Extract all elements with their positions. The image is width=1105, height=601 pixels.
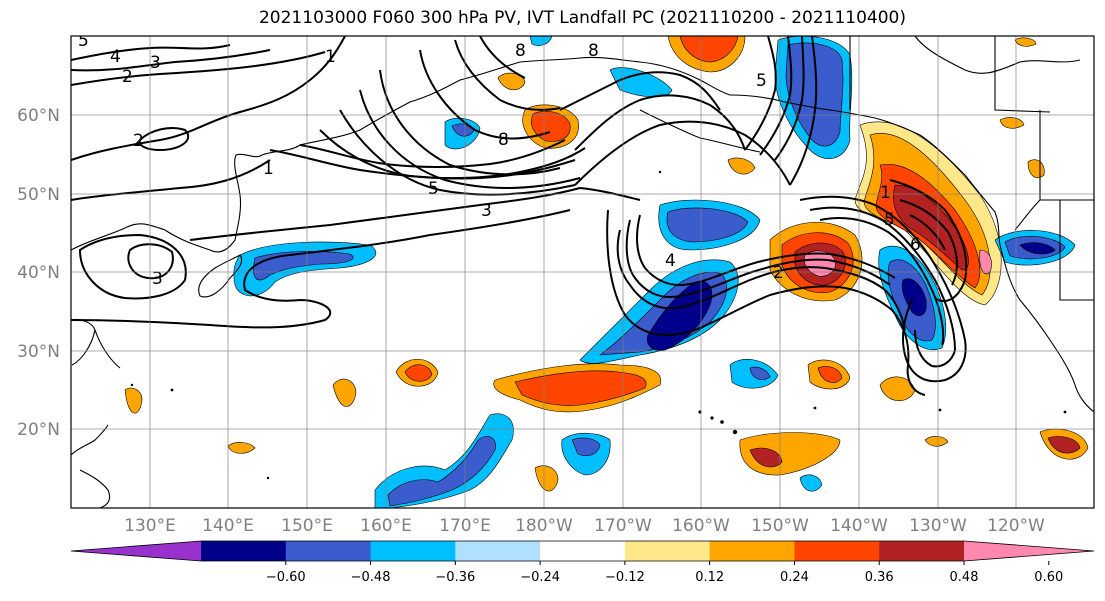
contour-label: 3 [481,201,492,221]
lon-label: 170°W [594,516,652,536]
colorbar-tick-label: −0.48 [351,570,391,585]
anomaly-positive-region [514,370,647,406]
colorbar-tick-label: −0.12 [605,570,645,585]
colorbar-tick-label: 0.36 [865,570,894,585]
colorbar-segment [879,541,965,561]
lon-label: 170°E [439,516,491,536]
contour-label: 2 [122,67,133,87]
contour-label: 5 [884,210,895,230]
anomaly-positive-region [893,184,969,271]
anomaly-negative-region [609,67,673,98]
colorbar-extension-max [964,541,1094,561]
lon-label: 150°W [751,516,809,536]
lon-label: 140°W [830,516,888,536]
anomaly-negative-region [749,366,771,380]
anomaly-positive-region [404,364,433,382]
anomaly-negative-region [901,278,927,316]
anomaly-negative-region [571,437,601,456]
anomaly-positive-region [497,72,526,91]
contour-labels: 4 2 3 2 1 1 3 5 3 8 8 8 5 4 2 1 5 6 5 [78,31,921,289]
contour-label: 3 [150,53,161,73]
lat-label: 30°N [17,342,60,362]
anomaly-positive-region [332,378,357,407]
colorbar [70,540,1095,562]
colorbar-tick-label: 0.12 [695,570,724,585]
lat-label: 50°N [17,185,60,205]
contour-label: 8 [588,41,599,61]
lon-label: 120°W [987,516,1045,536]
contour-label: 2 [133,131,144,151]
colorbar-tick-label: 0.24 [780,570,809,585]
contour-label: 1 [880,183,891,203]
latitude-labels: 60°N 50°N 40°N 30°N 20°N [17,106,60,440]
colorbar-segment [624,541,711,561]
anomaly-positive-region [749,447,783,468]
lat-label: 20°N [17,420,60,440]
colorbar-segment [285,541,372,561]
map-panel: 4 2 3 2 1 1 3 5 3 8 8 8 5 4 2 1 5 6 5 [71,31,1094,508]
contour-label: 5 [756,71,767,91]
map-frame [70,35,1095,509]
contour-label: 4 [110,47,121,67]
lon-label: 130°W [909,516,967,536]
lat-label: 40°N [17,263,60,283]
graticule [71,36,1094,508]
lon-label: 160°E [360,516,412,536]
anomaly-positive-region [679,36,739,63]
anomaly-negative-region [799,474,823,492]
lon-label: 130°E [124,516,176,536]
contour-label: 1 [325,47,336,67]
colorbar-extension-min [71,541,201,561]
colorbar-segment [794,541,880,561]
colorbar-segment [201,541,287,561]
lon-label: 140°E [202,516,254,536]
colorbar-tick-label: 0.60 [1034,570,1063,585]
anomaly-positive-region [999,117,1025,129]
anomaly-negative-region [666,207,749,243]
colorbar-segment [709,541,795,561]
contour-label: 4 [665,251,676,271]
longitude-labels: 130°E 140°E 150°E 160°E 170°E 180°W 170°… [124,516,1045,536]
colorbar-outline [70,540,1095,562]
map-title: 2021103000 F060 300 hPa PV, IVT Landfall… [258,8,906,28]
colorbar-tick-label: −0.36 [435,570,475,585]
anomaly-positive-region [124,387,143,414]
contour-label: 1 [263,159,274,179]
anomaly-positive-region [1014,37,1037,47]
contour-label: 2 [773,263,784,283]
anomaly-negative-region [253,251,354,281]
colorbar-segment [455,541,541,561]
contour-label: 8 [515,41,526,61]
lon-label: 160°W [672,516,730,536]
lon-label: 180°W [515,516,573,536]
colorbar-tick-label: −0.24 [520,570,560,585]
anomaly-positive-region [1047,436,1081,454]
contour-label: 3 [152,269,163,289]
lon-label: 150°E [281,516,333,536]
ivt-anomaly-fills [124,36,1089,508]
colorbar-tick-label: −0.60 [266,570,306,585]
contour-label: 5 [78,31,89,51]
anomaly-negative-region [1019,242,1056,255]
lat-label: 60°N [17,106,60,126]
colorbar-labels: −0.60 −0.48 −0.36 −0.24 −0.12 0.12 0.24 0.36 0.4… [266,561,1063,585]
contour-label: 8 [498,130,509,150]
anomaly-positive-region [227,442,256,454]
colorbar-segment [540,541,626,561]
anomaly-positive-region [727,157,756,175]
colorbar-segment [370,541,456,561]
anomaly-positive-region [817,366,843,383]
pv-contours [71,36,968,396]
colorbar-tick-label: 0.48 [950,570,979,585]
anomaly-negative-region [387,436,496,507]
contour-label: 6 [910,235,921,255]
contour-label: 5 [428,179,439,199]
anomaly-positive-region [924,436,949,447]
